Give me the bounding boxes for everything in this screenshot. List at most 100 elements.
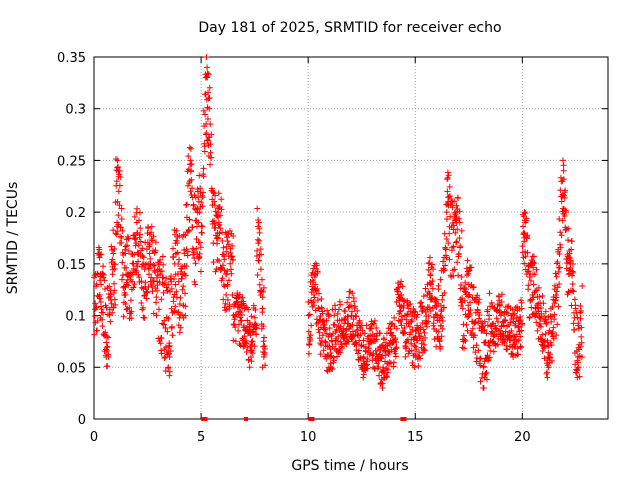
data-point [178,275,185,282]
data-point [462,337,469,344]
data-point [492,325,499,332]
data-point [348,312,355,319]
data-point [208,154,215,161]
data-point [196,250,203,257]
data-point [153,299,160,306]
data-point [541,343,548,350]
data-point [364,365,371,372]
data-point [497,333,504,340]
data-point [380,374,387,381]
data-point [518,297,524,304]
data-point [205,89,212,96]
data-point [353,346,360,353]
data-point [403,344,410,351]
data-point [444,169,451,176]
data-point [125,282,132,289]
data-point [481,327,488,334]
data-point [110,250,117,257]
data-point [326,343,333,350]
data-point [493,315,500,322]
data-point [223,271,230,278]
data-point [510,353,517,360]
data-point [514,351,521,358]
data-point [484,306,491,313]
data-point [118,239,125,246]
data-point [395,284,402,291]
data-point [112,301,119,308]
data-point [168,278,175,285]
data-point [260,343,267,350]
data-point [526,313,533,320]
data-point [260,349,267,356]
data-point [559,178,566,185]
data-point [258,276,265,283]
data-point [165,343,172,350]
data-point [230,232,237,239]
data-point [260,353,267,360]
data-point [525,282,532,289]
data-point [101,285,108,292]
data-point [153,294,160,301]
data-point [137,225,144,232]
data-point [432,311,439,318]
data-point [159,253,166,260]
data-point [481,318,488,325]
data-point [507,337,514,344]
data-point [557,229,564,236]
data-point [237,342,244,349]
data-point [352,340,359,347]
data-point [521,260,528,267]
data-point [108,243,115,250]
data-point [345,338,352,345]
data-point [236,291,243,298]
data-point [323,317,330,324]
data-point [444,188,451,195]
data-point [100,274,107,281]
data-point [498,299,505,306]
data-point [246,364,253,371]
data-point [115,212,122,219]
data-point [393,325,400,332]
data-point [396,302,403,309]
data-point [380,336,387,343]
data-point [133,240,140,247]
data-point [382,352,389,359]
data-point [100,263,107,270]
data-point [153,312,160,319]
data-point [92,300,99,307]
data-point [208,131,215,138]
data-point [114,157,121,164]
data-point [405,311,412,318]
data-point [373,324,380,331]
data-point [524,232,531,239]
data-point [256,229,263,236]
data-point [536,293,543,300]
data-point [177,324,184,331]
data-point [168,285,175,292]
zero-marker [310,417,315,421]
data-point [234,304,241,311]
data-point [165,315,172,322]
data-point [563,209,570,216]
data-point [131,280,138,287]
data-point [520,223,527,230]
data-point [176,232,183,239]
data-point [462,286,469,293]
data-point [183,201,190,208]
data-point [483,369,490,376]
data-point [220,244,227,251]
data-point [325,313,332,320]
data-point [360,337,367,344]
data-point [314,297,321,304]
data-point [181,250,188,257]
data-point [480,384,487,391]
data-point [255,219,262,226]
data-point [466,291,473,298]
data-point [474,292,481,299]
data-point [418,299,425,306]
data-point [457,281,464,288]
data-point [94,270,101,277]
data-point [219,262,226,269]
data-point [179,311,186,318]
data-point [114,198,121,205]
